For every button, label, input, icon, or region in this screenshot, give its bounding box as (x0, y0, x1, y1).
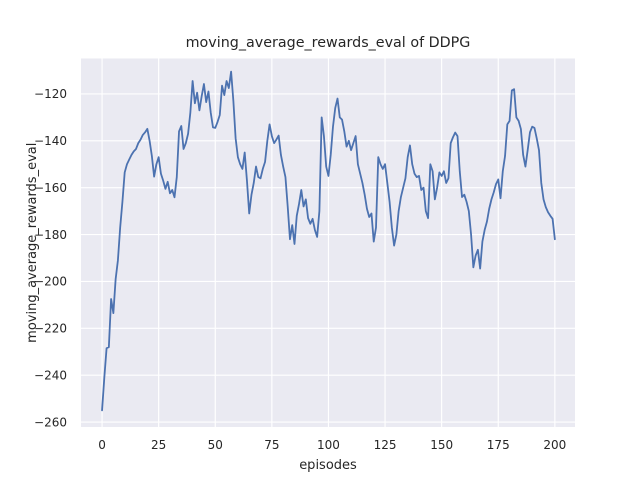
y-tick-label: −260 (34, 415, 67, 429)
x-tick-label: 150 (430, 438, 453, 452)
y-tick-label: −240 (34, 368, 67, 382)
x-tick-label: 175 (487, 438, 510, 452)
x-tick-label: 50 (208, 438, 223, 452)
gridlines (81, 58, 575, 427)
x-tick-label: 100 (317, 438, 340, 452)
y-tick-label: −120 (34, 87, 67, 101)
y-tick-label: −220 (34, 322, 67, 336)
series-line-moving_average_rewards_eval (101, 70, 556, 412)
x-tick-label: 0 (98, 438, 106, 452)
y-tick-labels: −120 −140 −160 −180 −200 −220 −240 −260 (34, 87, 67, 429)
x-tick-labels: 0 25 50 75 100 125 150 175 200 (98, 438, 566, 452)
chart-title: moving_average_rewards_eval of DDPG (186, 35, 471, 51)
x-tick-label: 75 (264, 438, 279, 452)
y-tick-label: −200 (34, 275, 67, 289)
x-tick-label: 125 (374, 438, 397, 452)
y-tick-label: −180 (34, 228, 67, 242)
x-tick-label: 25 (151, 438, 166, 452)
y-tick-label: −140 (34, 134, 67, 148)
y-tick-label: −160 (34, 181, 67, 195)
data-series (101, 70, 556, 412)
y-axis-label: moving_average_rewards_eval (25, 143, 40, 343)
x-tick-label: 200 (543, 438, 566, 452)
x-axis-label: episodes (299, 458, 357, 473)
